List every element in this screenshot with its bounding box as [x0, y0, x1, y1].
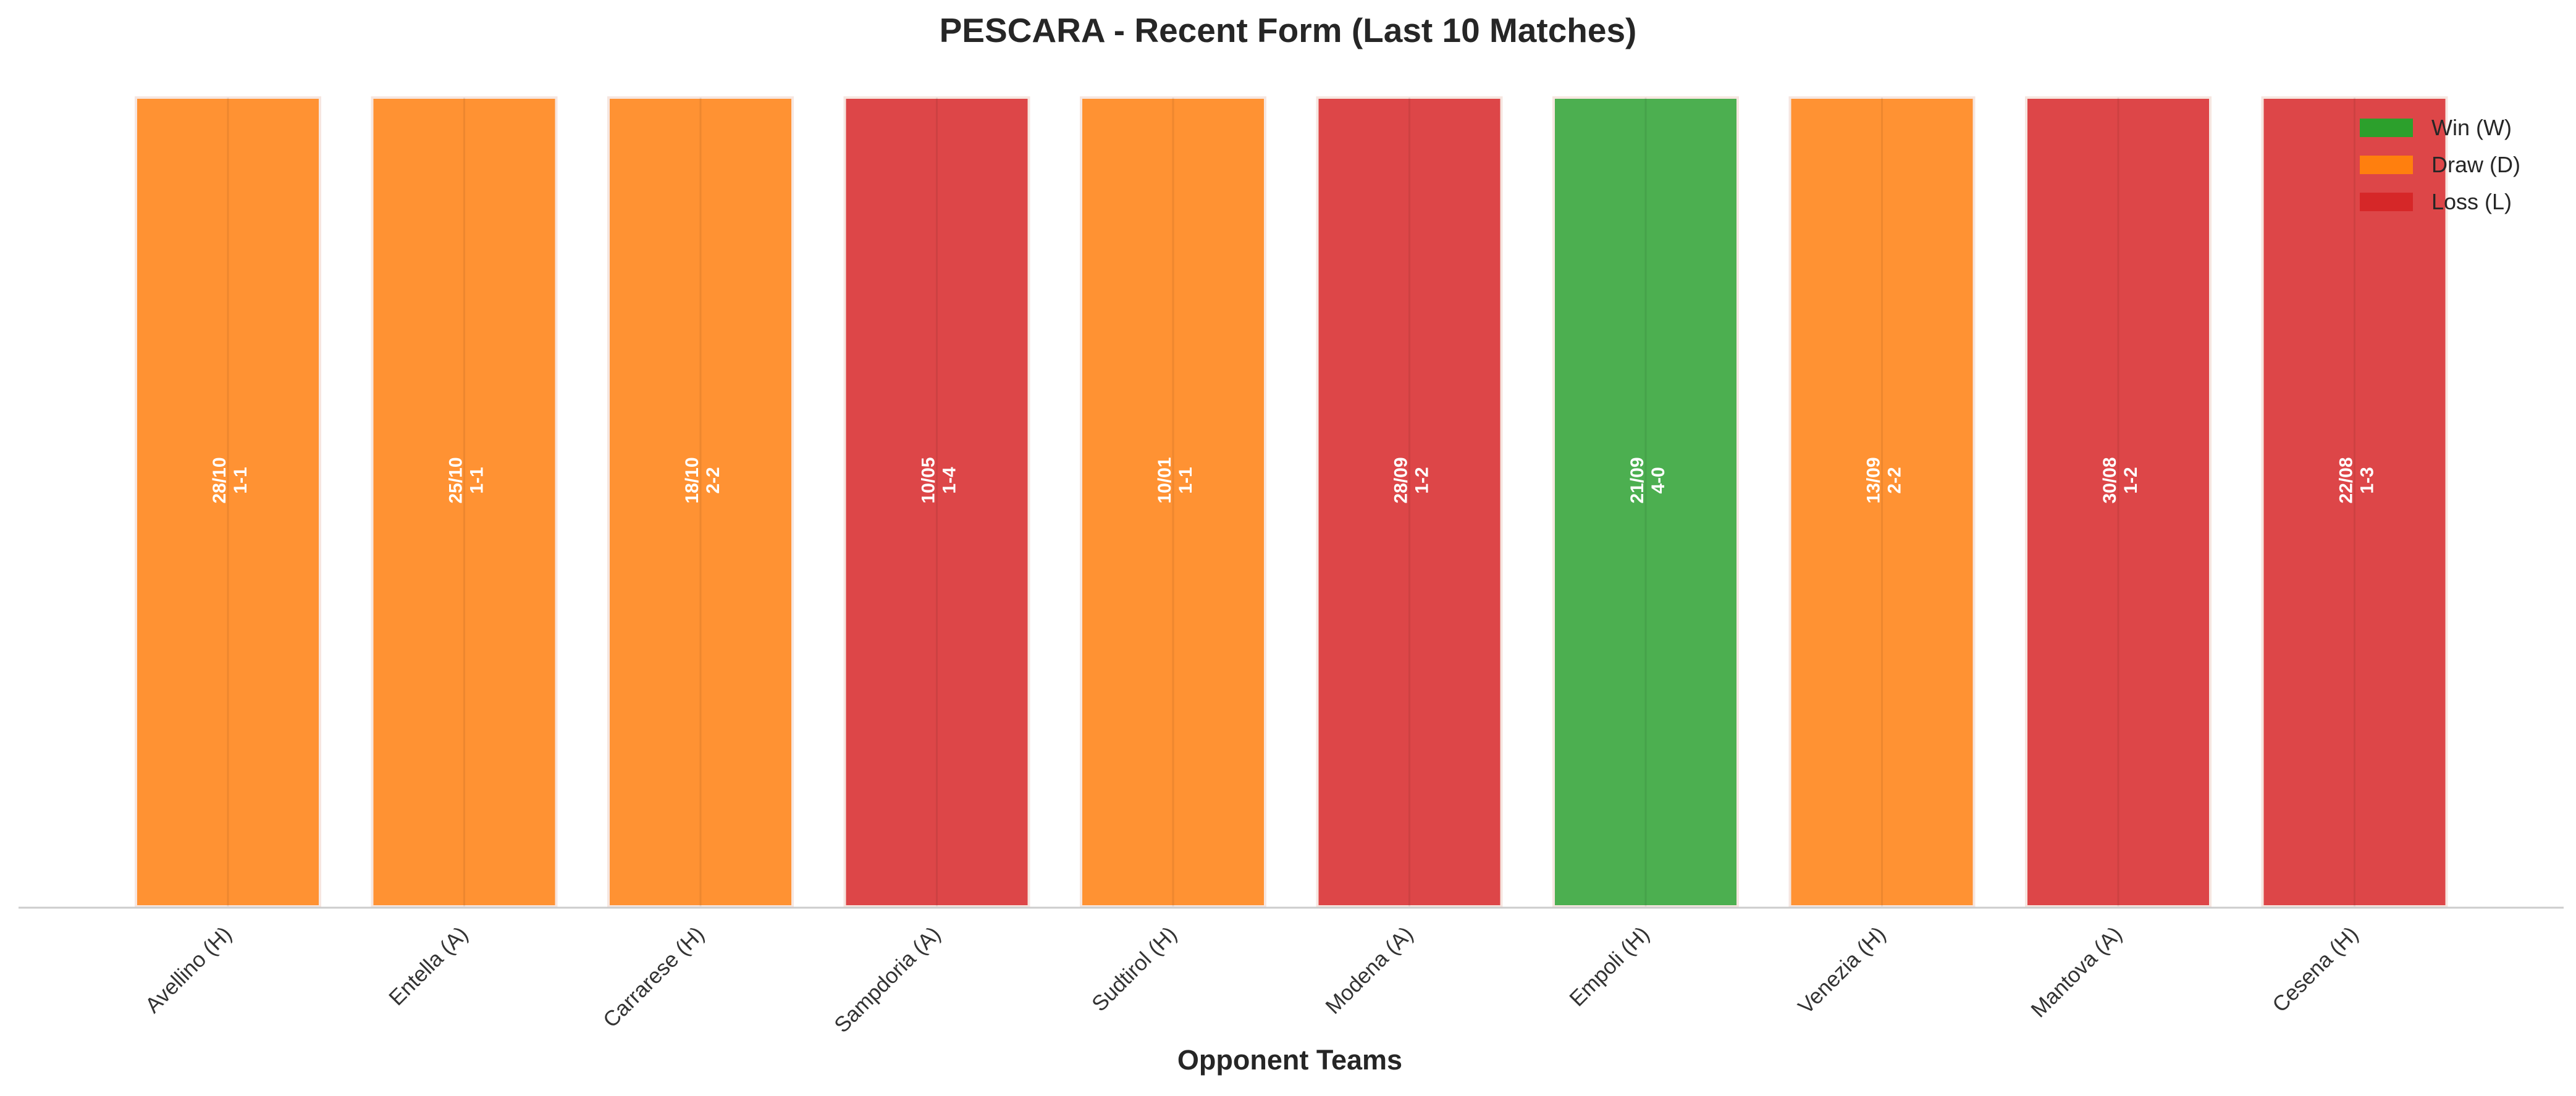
- match-score: 1-4: [940, 467, 960, 494]
- x-tick-label: Venezia (H): [1793, 922, 1890, 1019]
- match-score: 4-0: [1648, 467, 1669, 493]
- x-tick-label: Mantova (A): [2026, 922, 2126, 1022]
- legend: Win (W) Draw (D) Loss (L): [2360, 115, 2520, 214]
- legend-label-w: Win (W): [2431, 115, 2512, 140]
- bar-3: [607, 96, 794, 908]
- x-tick-label: Entella (A): [384, 922, 473, 1010]
- bar-data-label: 10/011-1: [1155, 457, 1196, 503]
- match-date: 18/10: [682, 457, 702, 503]
- bar-9: [2025, 96, 2212, 908]
- x-tick-label: Sudtirol (H): [1087, 922, 1182, 1016]
- legend-label-d: Draw (D): [2431, 152, 2520, 177]
- match-date: 25/10: [446, 457, 466, 503]
- x-tick-label: Modena (A): [1321, 922, 1418, 1019]
- legend-swatch-d: [2360, 156, 2413, 174]
- legend-swatch-l: [2360, 193, 2413, 211]
- bar-4: [843, 96, 1030, 908]
- bar-data-label: 28/091-2: [1391, 457, 1433, 503]
- x-axis-label: Opponent Teams: [1177, 1044, 1402, 1076]
- bar-data-label: 25/101-1: [446, 457, 487, 503]
- chart-title: PESCARA - Recent Form (Last 10 Matches): [940, 11, 1637, 49]
- match-score: 1-2: [1412, 467, 1433, 493]
- bar-7: [1552, 96, 1739, 908]
- match-score: 1-3: [2357, 467, 2378, 493]
- x-tick-label: Cesena (H): [2268, 922, 2363, 1017]
- match-date: 28/10: [209, 457, 230, 503]
- match-score: 1-2: [2121, 467, 2141, 493]
- match-score: 2-2: [703, 467, 723, 493]
- x-tick-labels: Avellino (H) Entella (A) Carrarese (H) Samp…: [141, 922, 2363, 1037]
- match-date: 10/05: [919, 457, 939, 503]
- x-tick-label: Avellino (H): [141, 922, 237, 1018]
- match-date: 30/08: [2100, 457, 2120, 503]
- bar-data-label: 13/092-2: [1864, 457, 1905, 503]
- legend-label-l: Loss (L): [2431, 189, 2512, 214]
- bar-1: [135, 96, 321, 908]
- match-date: 22/08: [2336, 457, 2357, 503]
- bar-10: [2261, 96, 2448, 908]
- match-score: 1-1: [230, 467, 251, 493]
- bar-data-label: 18/102-2: [682, 457, 723, 503]
- match-date: 28/09: [1391, 457, 1412, 503]
- match-date: 21/09: [1627, 457, 1648, 503]
- bar-data-label: 21/094-0: [1627, 457, 1669, 503]
- bar-2: [371, 96, 558, 908]
- x-tick-label: Carrarese (H): [599, 922, 709, 1032]
- bars-layer: 28/101-1 25/101-1 18/102-2 10/051-4 10/011-1…: [135, 96, 2448, 908]
- bar-8: [1788, 96, 1976, 908]
- bar-data-label: 30/081-2: [2100, 457, 2141, 503]
- bar-5: [1080, 96, 1266, 908]
- bar-data-label: 10/051-4: [919, 457, 960, 503]
- bar-6: [1316, 96, 1503, 908]
- x-tick-label: Sampdoria (A): [830, 922, 945, 1037]
- bar-data-label: 22/081-3: [2336, 457, 2378, 503]
- match-score: 2-2: [1885, 467, 1905, 493]
- legend-swatch-w: [2360, 119, 2413, 137]
- x-tick-label: Empoli (H): [1565, 922, 1654, 1011]
- match-date: 13/09: [1864, 457, 1884, 503]
- match-score: 1-1: [467, 467, 487, 493]
- match-date: 10/01: [1155, 457, 1175, 503]
- bar-data-label: 28/101-1: [209, 457, 251, 503]
- match-score: 1-1: [1176, 467, 1196, 493]
